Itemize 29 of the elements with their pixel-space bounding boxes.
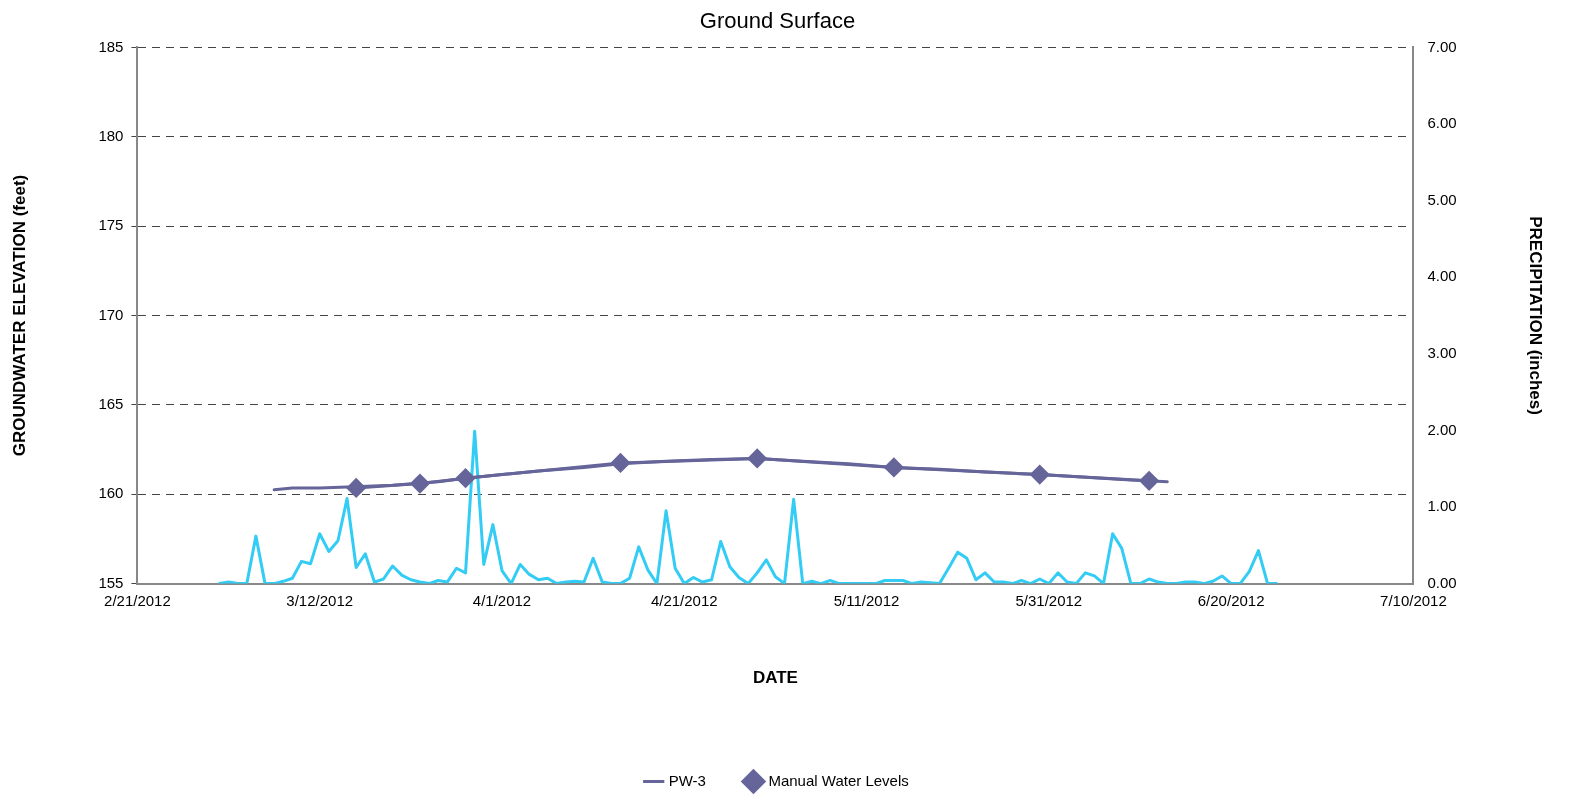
y2-tick-label: 2.00 — [1427, 420, 1457, 438]
y-tick-label: 170 — [98, 305, 124, 323]
y2-tick-label: 1.00 — [1427, 497, 1457, 515]
legend-label: Manual Water Levels — [768, 771, 909, 789]
x-tick-label: 5/11/2012 — [833, 591, 900, 609]
y2-axis-title: PRECIPITATION (inches) — [1526, 216, 1546, 415]
y-tick-label: 155 — [98, 573, 124, 591]
x-tick-label: 6/20/2012 — [1197, 591, 1265, 609]
y-tick-label: 185 — [98, 37, 124, 55]
x-axis-title: DATE — [752, 668, 798, 688]
y2-tick-label: 7.00 — [1427, 37, 1457, 55]
x-tick-label: 2/21/2012 — [104, 591, 171, 609]
y2-tick-label: 3.00 — [1427, 343, 1457, 361]
chart-title: Ground Surface — [699, 8, 856, 34]
y-tick-label: 165 — [98, 395, 124, 413]
legend-label: PW-3 — [668, 771, 706, 789]
y-tick-label: 160 — [98, 484, 124, 502]
y-tick-label: 175 — [98, 216, 124, 234]
y2-tick-label: 4.00 — [1427, 267, 1457, 285]
x-tick-label: 3/12/2012 — [286, 591, 354, 609]
x-tick-label: 5/31/2012 — [1015, 591, 1083, 609]
y2-tick-label: 0.00 — [1427, 573, 1457, 591]
x-tick-label: 4/21/2012 — [650, 591, 718, 609]
x-tick-label: 7/10/2012 — [1380, 591, 1447, 609]
x-tick-label: 4/1/2012 — [472, 591, 532, 609]
y2-tick-label: 5.00 — [1427, 190, 1457, 208]
y2-tick-label: 6.00 — [1427, 114, 1457, 132]
y-axis-title: GROUNDWATER ELEVATION (feet) — [9, 174, 29, 457]
y-tick-label: 180 — [98, 126, 124, 144]
